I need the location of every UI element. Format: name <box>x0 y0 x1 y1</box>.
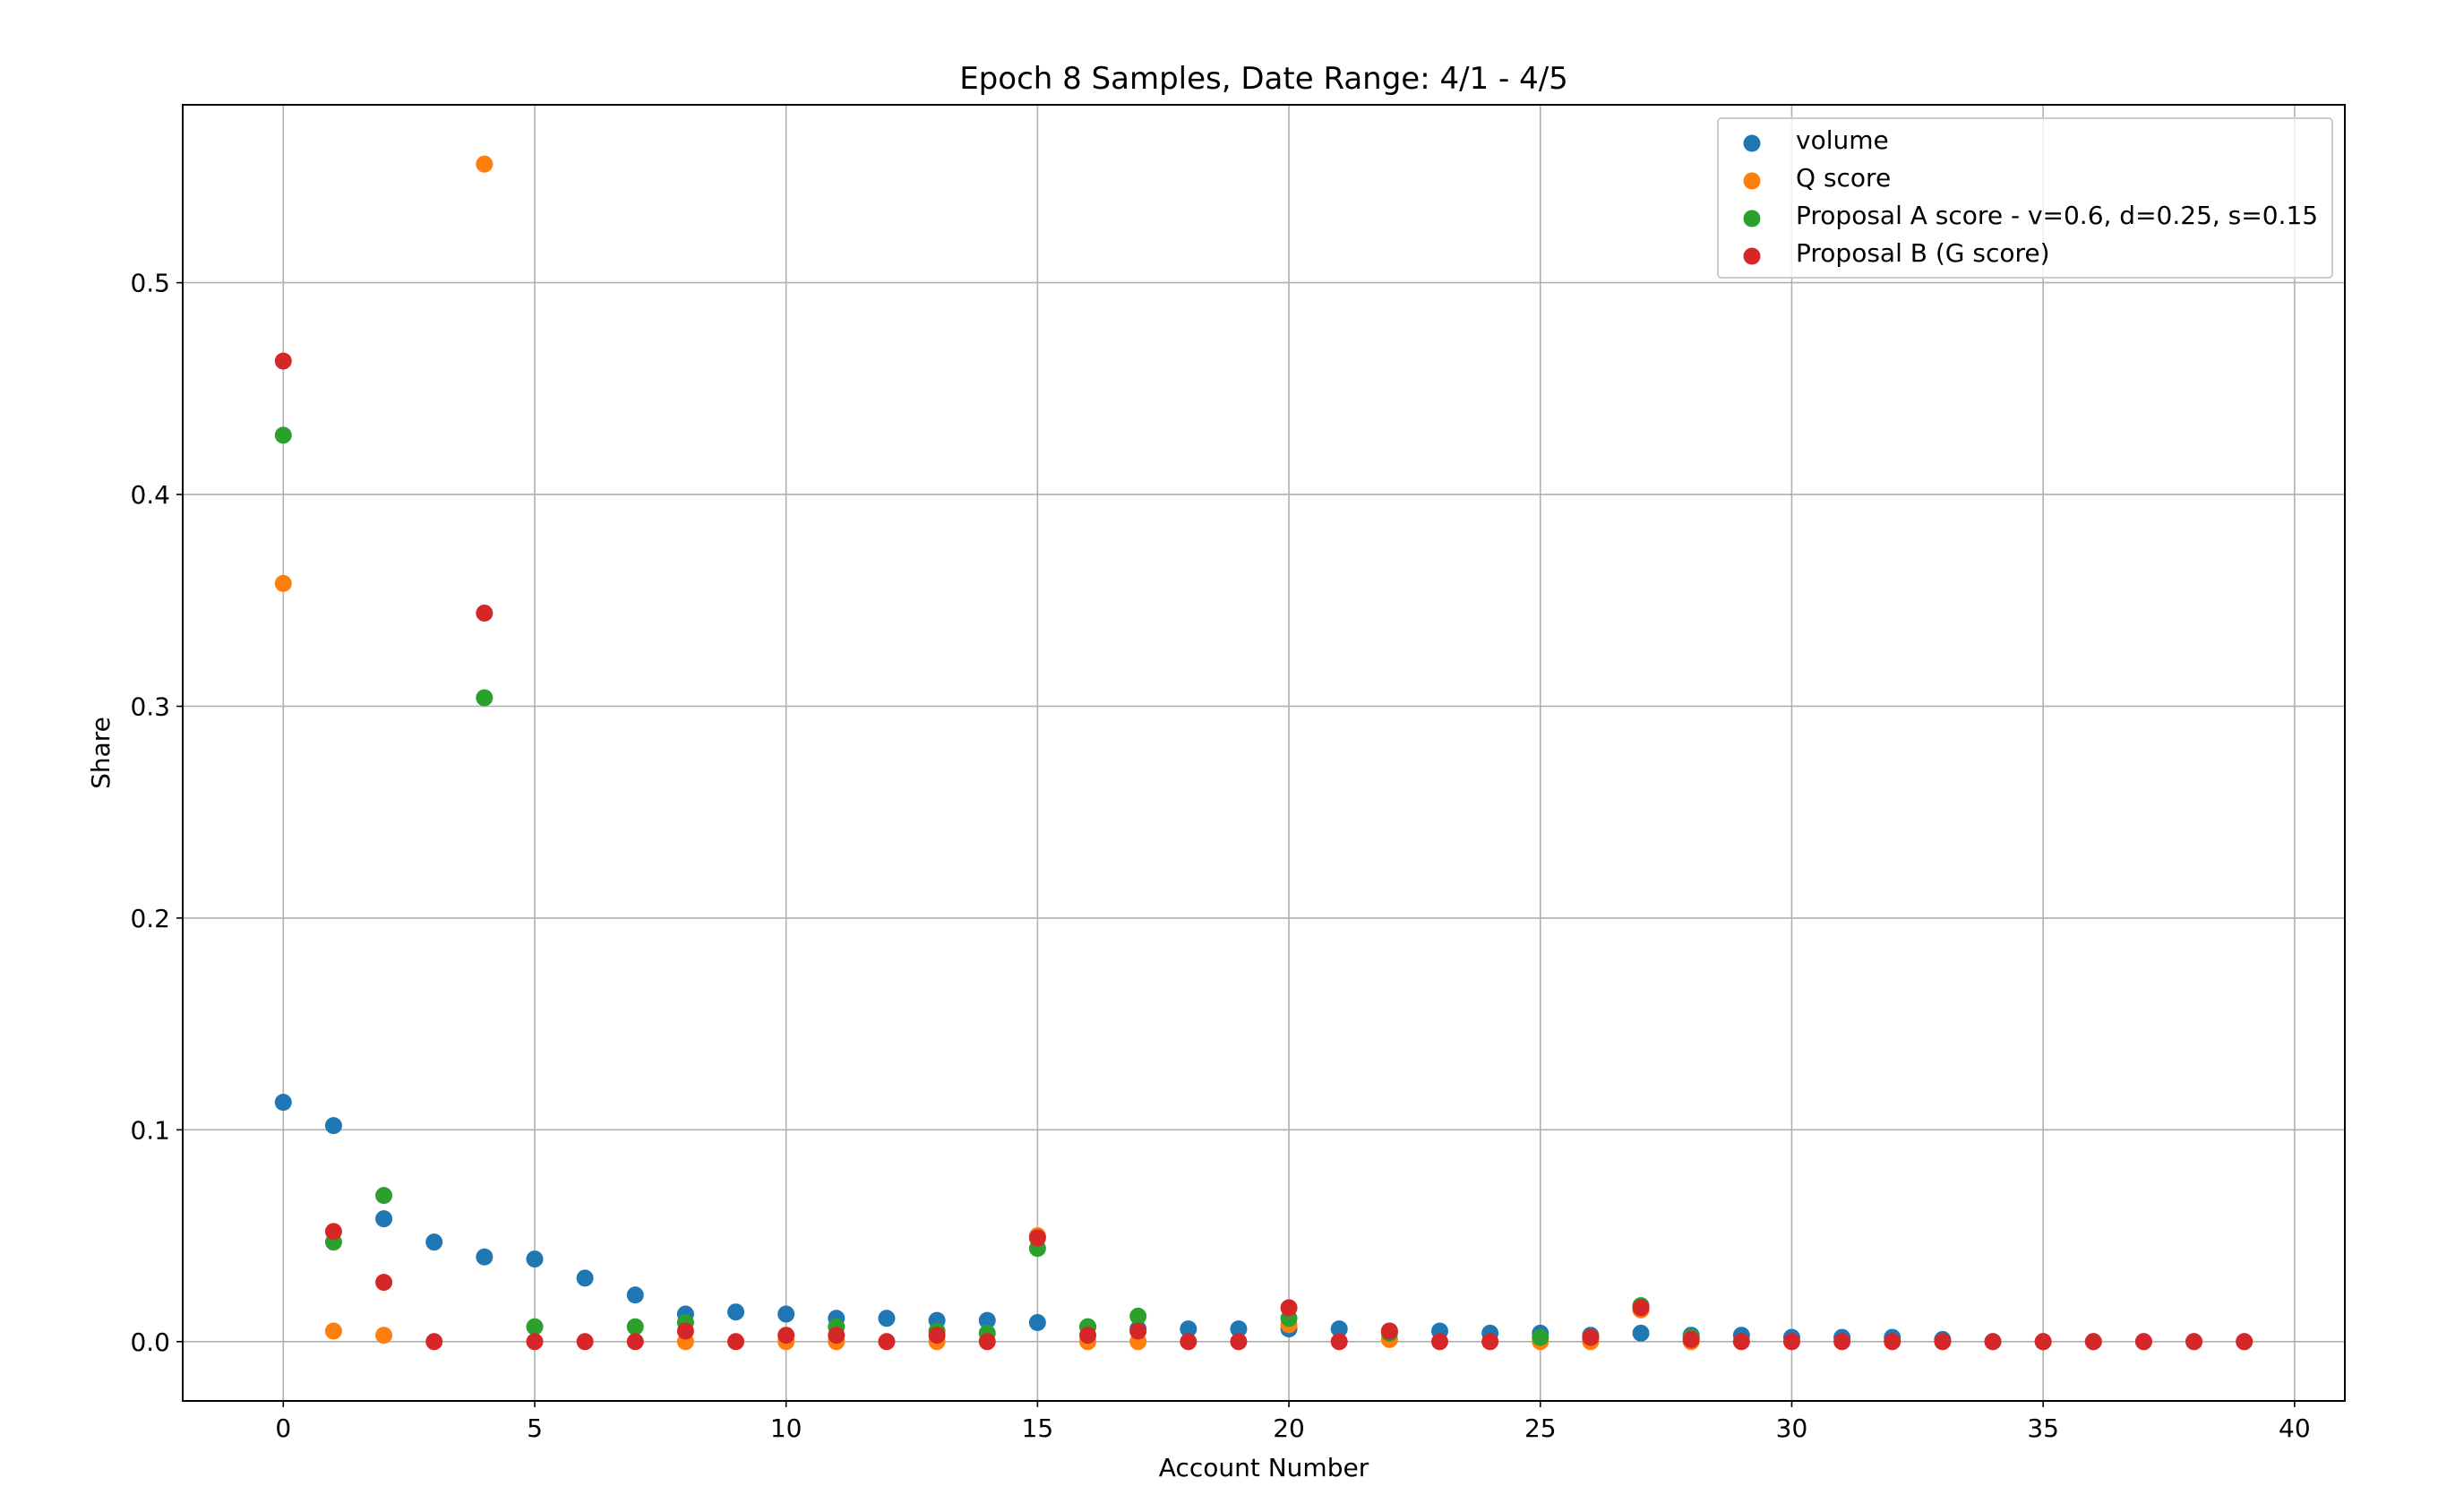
data-point-1 <box>476 1248 494 1266</box>
data-point-2 <box>274 574 292 592</box>
data-point-3 <box>476 689 494 707</box>
data-point-1 <box>777 1305 795 1323</box>
data-point-1 <box>526 1250 544 1268</box>
y-axis-label: Share <box>86 717 116 789</box>
data-point-4 <box>1984 1333 2002 1351</box>
x-tick-label: 10 <box>770 1413 803 1443</box>
data-point-4 <box>476 604 494 622</box>
data-point-4 <box>1079 1327 1097 1344</box>
data-point-4 <box>1180 1333 1198 1351</box>
x-tick-label: 40 <box>2279 1413 2311 1443</box>
legend-marker-2 <box>1743 172 1761 190</box>
data-point-4 <box>626 1333 644 1351</box>
data-point-1 <box>1028 1314 1046 1332</box>
legend-label-4: Proposal B (G score) <box>1796 238 2050 268</box>
data-point-4 <box>526 1333 544 1351</box>
data-point-1 <box>1632 1324 1650 1342</box>
data-point-4 <box>1884 1333 1901 1351</box>
legend-marker-4 <box>1743 247 1761 265</box>
data-point-3 <box>1129 1307 1147 1325</box>
data-point-1 <box>727 1303 745 1321</box>
data-point-4 <box>375 1274 393 1292</box>
data-point-4 <box>2134 1333 2152 1351</box>
data-point-4 <box>1330 1333 1348 1351</box>
data-points <box>274 155 2253 1351</box>
data-point-4 <box>1280 1299 1298 1317</box>
data-point-4 <box>727 1333 745 1351</box>
data-point-3 <box>274 426 292 444</box>
data-point-1 <box>1180 1320 1198 1338</box>
x-tick-label: 30 <box>1776 1413 1808 1443</box>
data-point-4 <box>274 352 292 370</box>
data-point-4 <box>1682 1330 1700 1348</box>
data-point-1 <box>576 1269 594 1287</box>
chart-title: Epoch 8 Samples, Date Range: 4/1 - 4/5 <box>959 61 1568 97</box>
data-point-1 <box>626 1286 644 1304</box>
axis-ticks: 0 5 10 15 20 25 30 35 40 0.0 0.1 0.2 0.3 0.4 0.5 <box>130 269 2310 1443</box>
data-point-4 <box>1934 1333 1952 1351</box>
data-point-4 <box>1028 1229 1046 1247</box>
data-point-1 <box>274 1094 292 1112</box>
data-point-4 <box>1833 1333 1851 1351</box>
x-tick-label: 25 <box>1524 1413 1557 1443</box>
x-tick-label: 20 <box>1273 1413 1305 1443</box>
data-point-1 <box>375 1210 393 1228</box>
x-tick-label: 15 <box>1022 1413 1054 1443</box>
x-axis-label: Account Number <box>1159 1453 1369 1482</box>
data-point-4 <box>2185 1333 2203 1351</box>
data-point-2 <box>476 155 494 173</box>
data-point-4 <box>828 1327 846 1344</box>
data-point-4 <box>324 1223 342 1241</box>
data-point-4 <box>576 1333 594 1351</box>
x-tick-label: 35 <box>2027 1413 2059 1443</box>
data-point-1 <box>425 1233 443 1251</box>
legend-label-3: Proposal A score - v=0.6, d=0.25, s=0.15 <box>1796 201 2318 230</box>
data-point-4 <box>425 1333 443 1351</box>
data-point-4 <box>2084 1333 2102 1351</box>
data-point-4 <box>1582 1328 1600 1346</box>
y-tick-label: 0.2 <box>130 904 170 933</box>
data-point-4 <box>978 1333 996 1351</box>
data-point-3 <box>626 1318 644 1336</box>
data-point-4 <box>1230 1333 1248 1351</box>
data-point-4 <box>777 1327 795 1344</box>
data-point-1 <box>324 1117 342 1135</box>
chart-legend: volume Q score Proposal A score - v=0.6, d… <box>1717 117 2333 279</box>
data-point-4 <box>928 1327 946 1344</box>
data-point-2 <box>324 1322 342 1340</box>
data-point-1 <box>978 1311 996 1329</box>
data-point-2 <box>375 1327 393 1344</box>
data-point-4 <box>676 1322 694 1340</box>
y-tick-label: 0.5 <box>130 269 170 298</box>
y-tick-label: 0.3 <box>130 692 170 721</box>
data-point-3 <box>375 1187 393 1205</box>
data-point-4 <box>2034 1333 2052 1351</box>
y-tick-label: 0.0 <box>130 1327 170 1357</box>
legend-box <box>1717 117 2333 279</box>
data-point-4 <box>1632 1299 1650 1317</box>
data-point-4 <box>1481 1333 1499 1351</box>
data-point-3 <box>526 1318 544 1336</box>
data-point-4 <box>878 1333 896 1351</box>
data-point-4 <box>1782 1333 1800 1351</box>
data-point-4 <box>2236 1333 2253 1351</box>
data-point-4 <box>1430 1333 1448 1351</box>
data-point-1 <box>1330 1320 1348 1338</box>
y-tick-label: 0.1 <box>130 1115 170 1145</box>
data-point-4 <box>1380 1322 1398 1340</box>
legend-label-2: Q score <box>1796 163 1891 193</box>
data-point-4 <box>1732 1333 1750 1351</box>
data-point-4 <box>1129 1322 1147 1340</box>
data-point-1 <box>878 1310 896 1327</box>
plot-area-frame <box>182 104 2346 1402</box>
legend-marker-3 <box>1743 210 1761 228</box>
data-point-1 <box>1230 1320 1248 1338</box>
data-point-3 <box>1532 1328 1550 1346</box>
y-tick-label: 0.4 <box>130 480 170 510</box>
x-tick-label: 5 <box>527 1413 543 1443</box>
legend-label-1: volume <box>1796 125 1889 155</box>
legend-marker-1 <box>1743 134 1761 152</box>
x-tick-label: 0 <box>275 1413 291 1443</box>
